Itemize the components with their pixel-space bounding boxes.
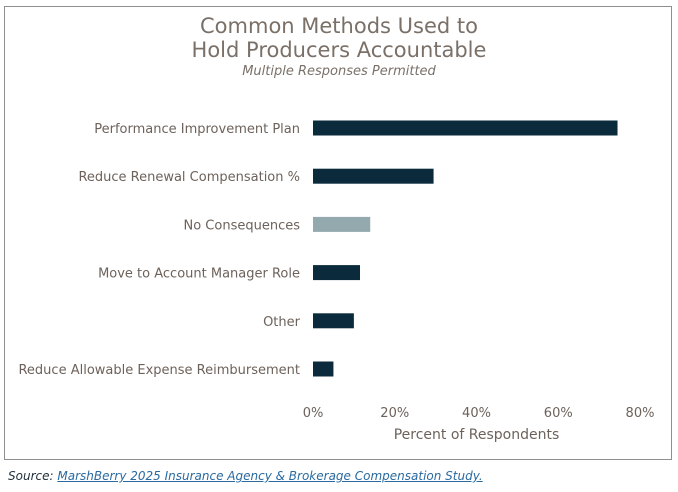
- x-tick-label: 40%: [462, 406, 491, 421]
- bar: [313, 216, 371, 232]
- category-label: No Consequences: [184, 218, 301, 233]
- bar: [313, 168, 434, 184]
- category-label: Move to Account Manager Role: [98, 267, 300, 282]
- source-link[interactable]: MarshBerry 2025 Insurance Agency & Broke…: [57, 469, 483, 483]
- category-label: Reduce Allowable Expense Reimbursement: [18, 363, 300, 378]
- bar: [313, 361, 334, 377]
- source-note: Source: MarshBerry 2025 Insurance Agency…: [8, 469, 483, 483]
- x-axis-label: Percent of Respondents: [394, 427, 560, 443]
- bar: [313, 313, 354, 329]
- chart-frame: [4, 6, 672, 460]
- chart-title-line-2: Hold Producers Accountable: [191, 38, 487, 62]
- category-label: Performance Improvement Plan: [94, 122, 300, 137]
- chart-subtitle: Multiple Responses Permitted: [242, 64, 436, 79]
- bar: [313, 265, 361, 281]
- x-tick-label: 20%: [380, 406, 409, 421]
- source-label: Source:: [8, 469, 54, 483]
- category-label: Reduce Renewal Compensation %: [78, 170, 300, 185]
- bar-chart: Performance Improvement Plan Reduce Renew…: [18, 120, 655, 443]
- x-tick-label: 80%: [626, 406, 655, 421]
- x-tick-label: 0%: [303, 406, 324, 421]
- chart-title-line-1: Common Methods Used to: [200, 14, 478, 38]
- category-label: Other: [263, 315, 301, 330]
- bar: [313, 120, 618, 136]
- x-tick-label: 60%: [544, 406, 573, 421]
